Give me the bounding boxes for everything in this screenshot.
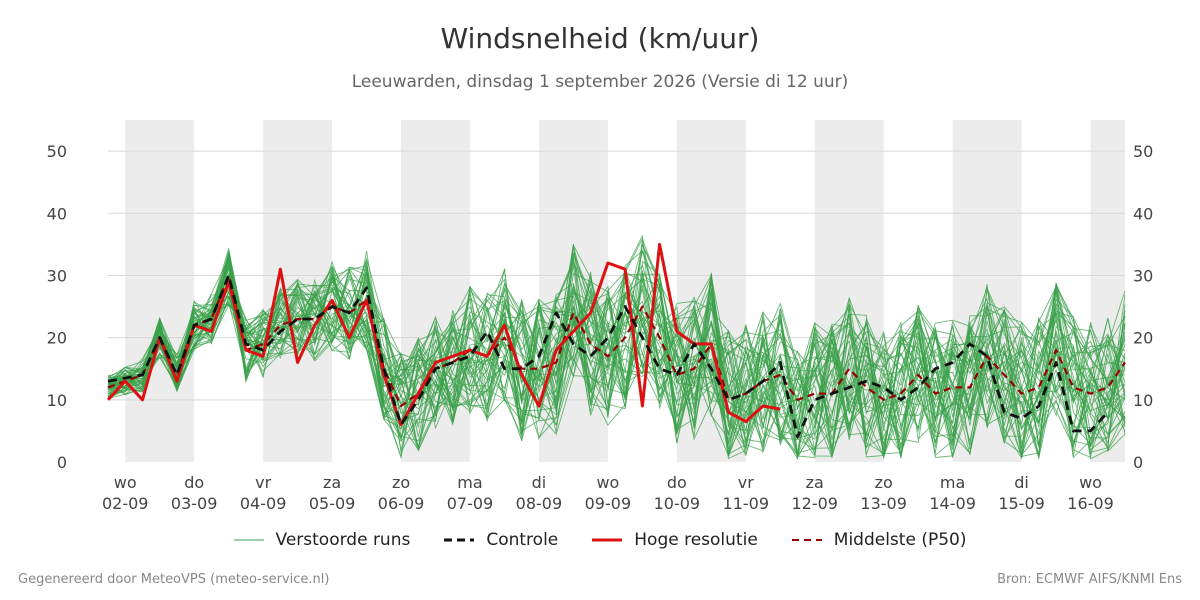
x-axis: wo 02-09 do 03-09 vr 04-09 za 05-09 zo 06-09 ma 07-… [102,473,1114,513]
legend-item-hires: Hoge resolutie [592,530,758,550]
legend-item-control: Controle [444,530,558,550]
x-tick-date: 03-09 [171,494,218,513]
ensemble-run-line [107,243,1126,433]
x-tick-date: 09-09 [585,494,632,513]
y-tick-label-right: 0 [1133,453,1143,472]
x-tick-day: do [184,473,204,492]
y-tick-label: 50 [47,142,67,161]
y-axis-left: 0 10 20 30 40 50 [47,142,67,472]
x-tick-day: ma [457,473,482,492]
footer-generated-by: Gegenereerd door MeteoVPS (meteo-service… [18,572,330,587]
main-series [106,242,1126,439]
median-line [107,274,1126,408]
x-tick-day: vr [255,473,271,492]
x-tick-date: 13-09 [860,494,907,513]
legend-swatch-perturbed [233,539,264,541]
y-tick-label-right: 30 [1133,266,1153,285]
x-tick-day: wo [114,473,137,492]
ensemble-run-line [107,268,1126,455]
x-tick-date: 06-09 [378,494,425,513]
x-tick-day: di [1014,473,1029,492]
high-resolution-line [106,242,781,427]
y-tick-label: 0 [57,453,67,472]
y-tick-label: 30 [47,266,67,285]
y-axis-right: 0 10 20 30 40 50 [1133,142,1153,472]
x-tick-date: 08-09 [516,494,563,513]
legend-label-median: Middelste (P50) [833,530,967,550]
legend-label-control: Controle [486,530,559,550]
y-tick-label-right: 10 [1133,391,1153,410]
chart-subtitle: Leeuwarden, dinsdag 1 september 2026 (Ve… [351,72,849,92]
footer-source: Bron: ECMWF AIFS/KNMI Ens [997,572,1182,587]
chart-title: Windsnelheid (km/uur) [440,22,760,55]
ensemble-run-line [107,237,1126,456]
ensemble-run-line [107,273,1126,458]
legend-swatch-control [444,538,475,542]
x-tick-day: wo [596,473,619,492]
x-tick-date: 07-09 [447,494,494,513]
ensemble-run-line [107,239,1126,451]
x-tick-date: 11-09 [723,494,770,513]
x-tick-day: di [532,473,547,492]
y-tick-label: 40 [47,204,67,223]
legend-label-perturbed: Verstoorde runs [275,530,411,550]
x-tick-date: 16-09 [1067,494,1114,513]
legend-swatch-hires [592,538,623,542]
ensemble-run-line [107,252,1126,457]
x-tick-date: 05-09 [309,494,356,513]
y-tick-label: 20 [47,329,67,348]
x-tick-date: 14-09 [929,494,976,513]
ensemble-run-line [107,276,1126,445]
y-tick-label-right: 50 [1133,142,1153,161]
x-tick-day: za [323,473,341,492]
x-tick-day: wo [1079,473,1102,492]
x-tick-date: 04-09 [240,494,287,513]
legend-label-hires: Hoge resolutie [634,530,758,550]
legend-item-median: Middelste (P50) [791,530,967,550]
ensemble-runs [107,234,1126,460]
y-tick-label: 10 [47,391,67,410]
ensemble-run-line [107,243,1126,458]
ensemble-run-line [107,273,1126,456]
x-tick-day: zo [875,473,893,492]
x-tick-day: ma [940,473,965,492]
ensemble-run-line [107,257,1126,456]
x-tick-date: 02-09 [102,494,149,513]
x-tick-day: do [667,473,687,492]
legend: Verstoorde runs Controle Hoge resolutie … [0,530,1200,550]
legend-swatch-median [791,539,822,541]
x-tick-date: 15-09 [998,494,1045,513]
x-tick-day: zo [392,473,410,492]
x-tick-day: vr [738,473,754,492]
day-band [125,120,195,462]
y-tick-label-right: 40 [1133,204,1153,223]
ensemble-run-line [107,255,1126,454]
y-tick-label-right: 20 [1133,329,1153,348]
legend-item-perturbed: Verstoorde runs [233,530,411,550]
x-tick-date: 10-09 [654,494,701,513]
ensemble-run-line [107,243,1126,460]
x-tick-day: za [806,473,824,492]
x-tick-date: 12-09 [791,494,838,513]
